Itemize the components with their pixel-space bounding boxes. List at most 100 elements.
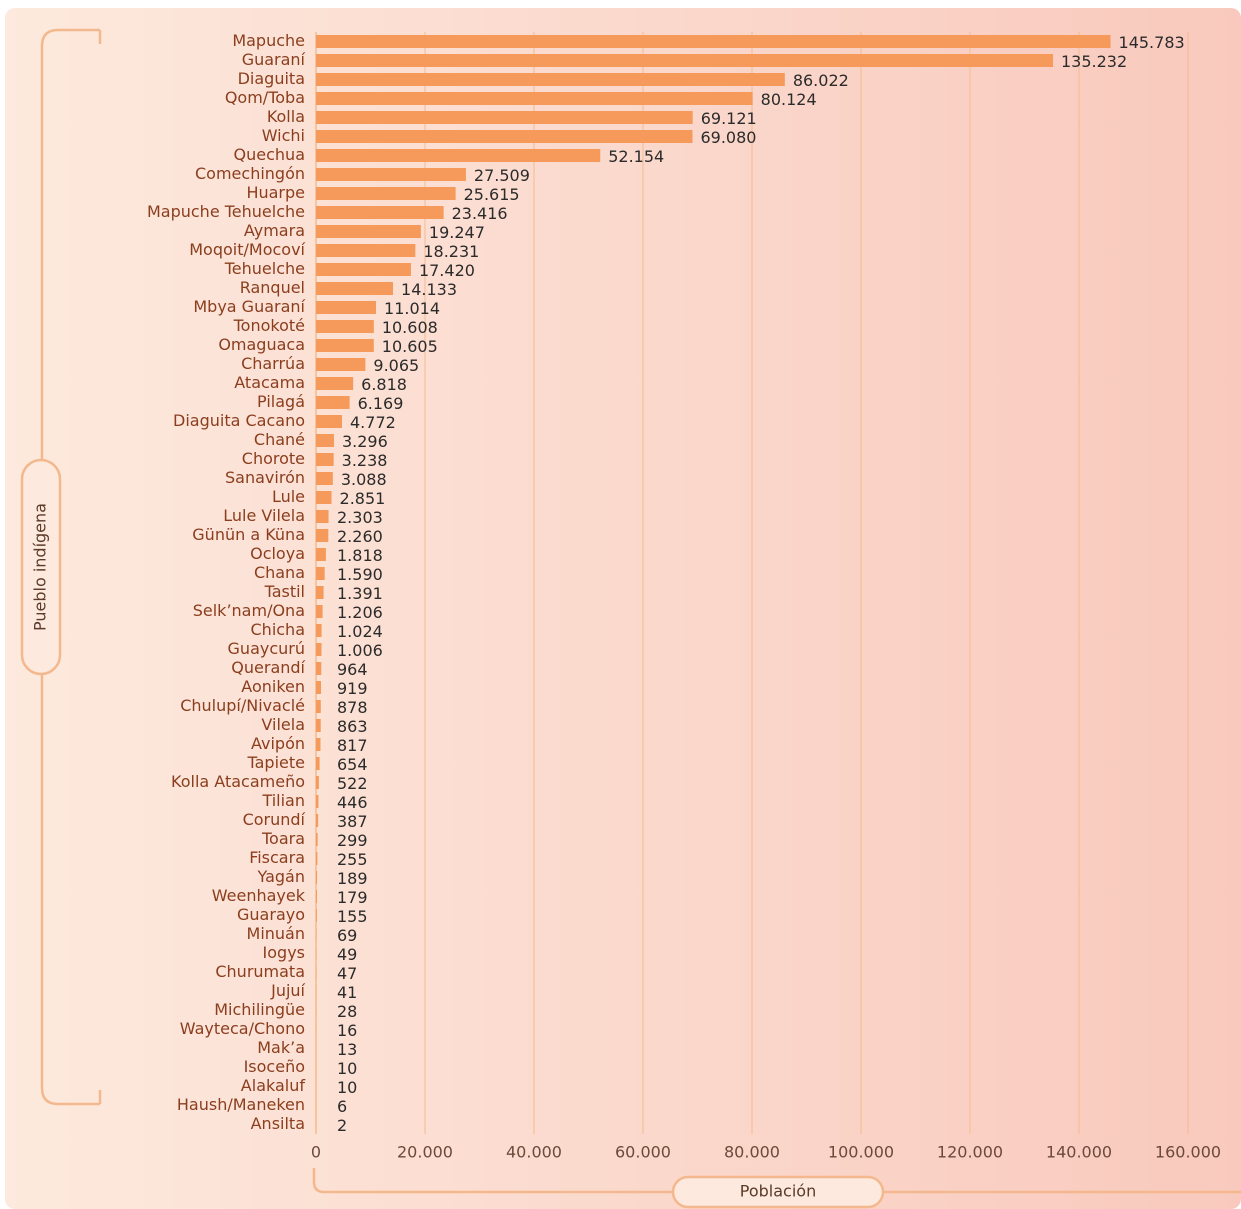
value-label: 47	[337, 964, 357, 983]
value-label: 179	[337, 888, 368, 907]
bar	[316, 700, 321, 713]
value-label: 387	[337, 812, 368, 831]
value-label: 3.238	[342, 451, 388, 470]
bar	[316, 149, 601, 162]
bar	[316, 719, 321, 732]
category-label: Iogys	[263, 943, 305, 962]
bar	[316, 757, 320, 770]
value-label: 10.608	[382, 318, 438, 337]
category-label: Atacama	[234, 373, 305, 392]
value-label: 6	[337, 1097, 347, 1116]
value-label: 19.247	[429, 223, 485, 242]
category-label: Tonokoté	[233, 316, 305, 335]
bar	[316, 244, 416, 257]
category-label: Günün a Küna	[192, 525, 305, 544]
category-label: Chana	[254, 563, 305, 582]
category-label: Aoniken	[241, 677, 305, 696]
category-label: Quechua	[234, 145, 305, 164]
bar	[316, 738, 321, 751]
bar	[316, 795, 319, 808]
bar	[316, 92, 753, 105]
value-label: 2.260	[337, 527, 383, 546]
x-tick-label: 160.000	[1155, 1143, 1221, 1162]
value-label: 10	[337, 1059, 357, 1078]
background	[5, 8, 1241, 1209]
value-label: 522	[337, 774, 368, 793]
category-label: Ocloya	[250, 544, 305, 563]
bar	[316, 681, 322, 694]
value-label: 2	[337, 1116, 347, 1135]
x-tick-label: 100.000	[828, 1143, 894, 1162]
category-label: Chané	[254, 430, 305, 449]
value-label: 255	[337, 850, 368, 869]
bar	[316, 909, 317, 922]
bar	[316, 339, 374, 352]
category-label: Weenhayek	[212, 886, 306, 905]
category-label: Kolla Atacameño	[171, 772, 305, 791]
value-label: 189	[337, 869, 368, 888]
value-label: 3.296	[342, 432, 388, 451]
x-tick-label: 40.000	[506, 1143, 562, 1162]
value-label: 2.851	[340, 489, 386, 508]
bar	[316, 415, 343, 428]
category-label: Aymara	[244, 221, 305, 240]
bar	[316, 643, 322, 656]
value-label: 1.206	[337, 603, 383, 622]
value-label: 25.615	[464, 185, 520, 204]
value-label: 155	[337, 907, 368, 926]
category-label: Chorote	[242, 449, 305, 468]
category-label: Mak’a	[257, 1038, 305, 1057]
bar	[316, 282, 394, 295]
value-label: 16	[337, 1021, 357, 1040]
bar	[316, 852, 318, 865]
category-label: Kolla	[267, 107, 305, 126]
value-label: 28	[337, 1002, 357, 1021]
value-label: 145.783	[1119, 33, 1185, 52]
value-label: 919	[337, 679, 368, 698]
bar	[316, 301, 377, 314]
bar	[316, 73, 785, 86]
bar	[316, 529, 329, 542]
bar	[316, 206, 444, 219]
category-label: Guaycurú	[228, 639, 305, 658]
bar	[316, 130, 693, 143]
value-label: 9.065	[373, 356, 419, 375]
category-label: Wichi	[262, 126, 305, 145]
y-label-pill	[20, 458, 62, 676]
category-label: Pilagá	[257, 392, 305, 411]
bar	[316, 263, 411, 276]
bar	[316, 358, 366, 371]
x-tick-label: 80.000	[724, 1143, 780, 1162]
value-label: 135.232	[1061, 52, 1127, 71]
category-label: Haush/Maneken	[177, 1095, 305, 1114]
value-label: 4.772	[350, 413, 396, 432]
value-label: 654	[337, 755, 368, 774]
x-tick-label: 20.000	[397, 1143, 453, 1162]
category-label: Minuán	[247, 924, 305, 943]
category-label: Tehuelche	[224, 259, 305, 278]
category-label: Fiscara	[249, 848, 305, 867]
bar	[316, 472, 333, 485]
category-label: Tilian	[261, 791, 305, 810]
value-label: 69	[337, 926, 357, 945]
bar	[316, 491, 332, 504]
value-label: 1.024	[337, 622, 383, 641]
value-label: 18.231	[423, 242, 479, 261]
category-label: Omaguaca	[218, 335, 305, 354]
value-label: 1.818	[337, 546, 383, 565]
category-label: Avipón	[251, 734, 305, 753]
category-label: Jujuí	[270, 981, 305, 1000]
category-label: Querandí	[231, 658, 305, 677]
value-label: 3.088	[341, 470, 387, 489]
category-label: Yagán	[257, 867, 305, 886]
bar	[316, 187, 456, 200]
bar	[316, 833, 318, 846]
value-label: 10.605	[382, 337, 438, 356]
category-label: Guarayo	[237, 905, 305, 924]
bar	[316, 567, 325, 580]
category-label: Churumata	[215, 962, 305, 981]
category-label: Tapiete	[247, 753, 306, 772]
bar	[316, 605, 323, 618]
bar	[316, 586, 324, 599]
